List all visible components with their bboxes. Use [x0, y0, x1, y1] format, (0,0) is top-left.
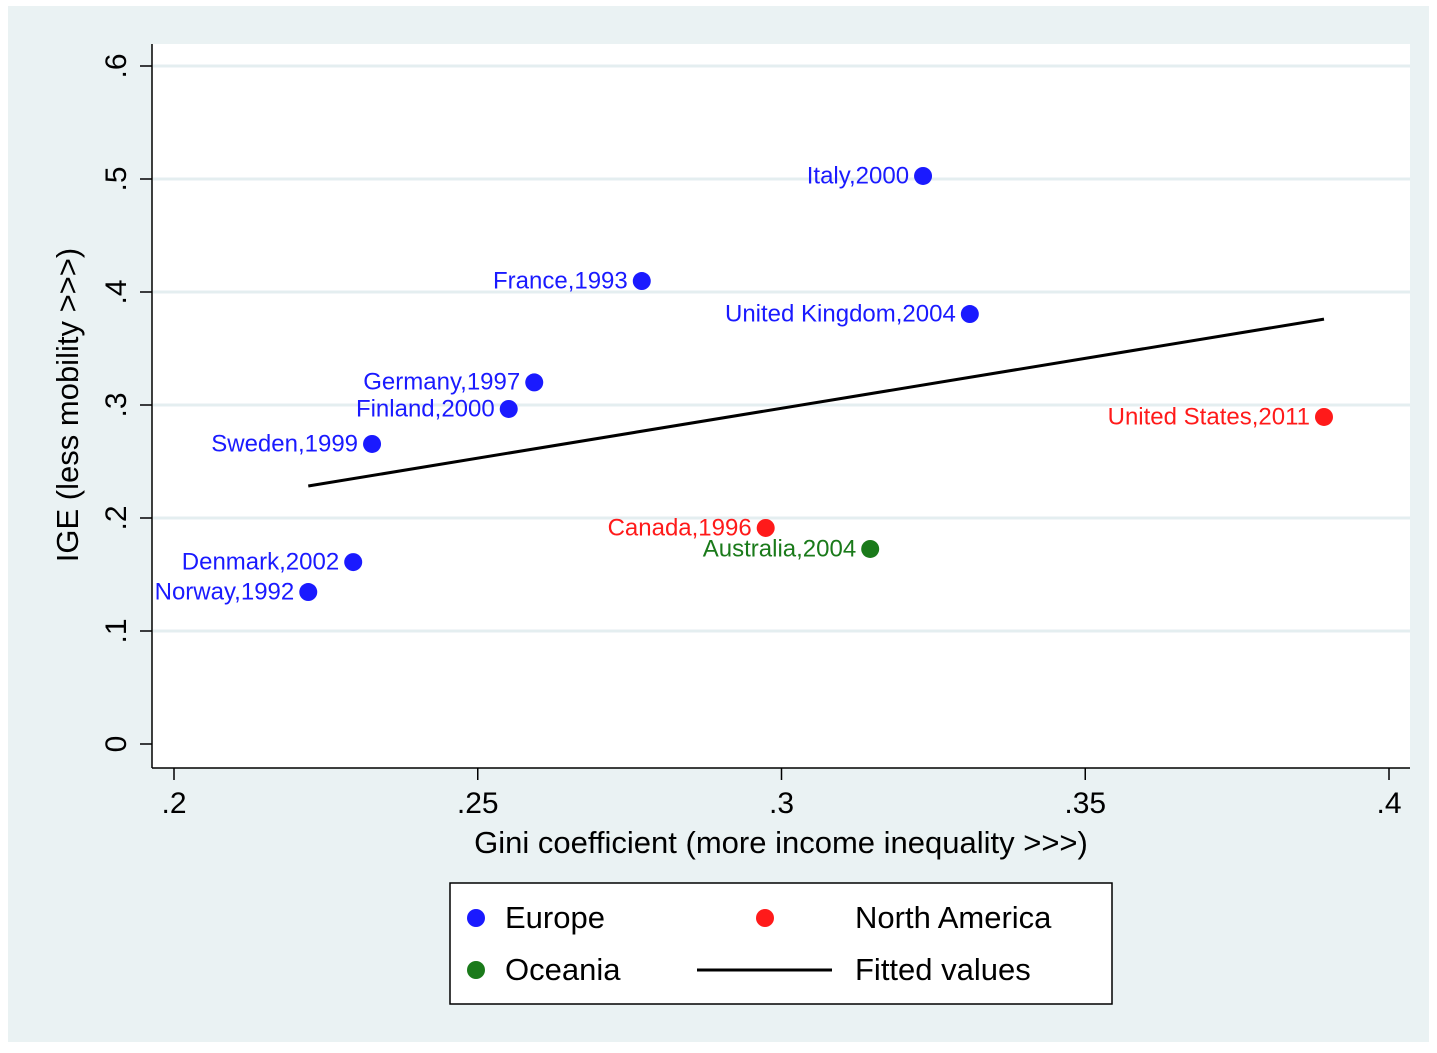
legend-label: North America — [855, 900, 1052, 935]
legend-marker — [756, 909, 774, 927]
point-label: Germany,1997 — [363, 369, 520, 396]
y-tick-label: 0 — [100, 736, 133, 753]
point — [344, 553, 363, 572]
point-label: Italy,2000 — [807, 162, 909, 189]
point-label: Norway,1992 — [155, 578, 295, 605]
point — [861, 539, 880, 558]
point-label: United Kingdom,2004 — [725, 300, 956, 327]
point — [499, 399, 518, 418]
y-tick-label: .6 — [100, 53, 133, 78]
y-tick-label: .3 — [100, 392, 133, 417]
legend-marker — [467, 961, 485, 979]
x-tick-label: .2 — [161, 787, 186, 820]
point-label: United States,2011 — [1108, 403, 1310, 430]
point-label: France,1993 — [493, 267, 628, 294]
point — [914, 166, 933, 185]
point — [1314, 407, 1333, 426]
x-tick-label: .25 — [457, 787, 499, 820]
point — [632, 272, 651, 291]
legend-marker — [467, 909, 485, 927]
x-tick-label: .4 — [1376, 787, 1401, 820]
point-label: Australia,2004 — [703, 535, 856, 562]
legend-label: Oceania — [505, 952, 621, 987]
y-tick-label: .1 — [100, 618, 133, 643]
point — [756, 518, 775, 537]
y-tick-label: .5 — [100, 166, 133, 191]
point-label: Sweden,1999 — [211, 430, 358, 457]
point — [299, 583, 318, 602]
legend-label: Fitted values — [855, 952, 1031, 987]
point — [960, 305, 979, 324]
y-tick-label: .4 — [100, 279, 133, 304]
x-tick-label: .35 — [1064, 787, 1106, 820]
y-tick-label: .2 — [100, 505, 133, 530]
point — [363, 434, 382, 453]
point — [525, 373, 544, 392]
legend — [449, 882, 1113, 1005]
x-tick-label: .3 — [769, 787, 794, 820]
point-label: Finland,2000 — [356, 395, 495, 422]
point-label: Denmark,2002 — [182, 548, 339, 575]
x-axis-title: Gini coefficient (more income inequality… — [474, 825, 1088, 860]
y-axis-title: IGE (less mobility >>>) — [50, 248, 85, 562]
point-label: Canada,1996 — [608, 514, 752, 541]
fit-line — [308, 317, 1325, 488]
legend-label: Europe — [505, 900, 605, 935]
